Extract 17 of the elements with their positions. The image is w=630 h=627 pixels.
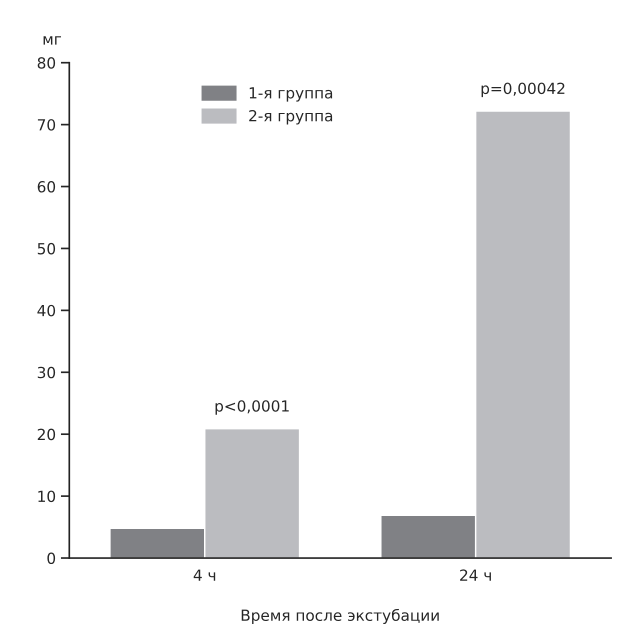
legend-label: 2-я группа (249, 110, 332, 124)
y-tick-label: 70 (38, 119, 56, 131)
y-tick-label: 10 (38, 490, 56, 502)
y-tick-label: 20 (38, 428, 56, 440)
y-tick-label: 80 (38, 57, 56, 69)
annotation: p<0,0001 (216, 400, 289, 415)
y-tick-label: 0 (47, 552, 56, 564)
y-tick-label: 40 (37, 304, 56, 316)
y-tick-label: 50 (38, 242, 56, 254)
annotation: p=0,00042 (482, 82, 564, 98)
x-axis-title: Время после экстубации (242, 608, 439, 624)
y-tick-label: 60 (38, 181, 56, 193)
y-tick-label: 30 (38, 366, 56, 378)
x-tick-label: 24 ч (460, 569, 491, 581)
legend-label: 1-я группа (250, 87, 332, 102)
x-tick-label: 4 ч (194, 570, 216, 581)
y-axis-title: мг (44, 36, 62, 45)
